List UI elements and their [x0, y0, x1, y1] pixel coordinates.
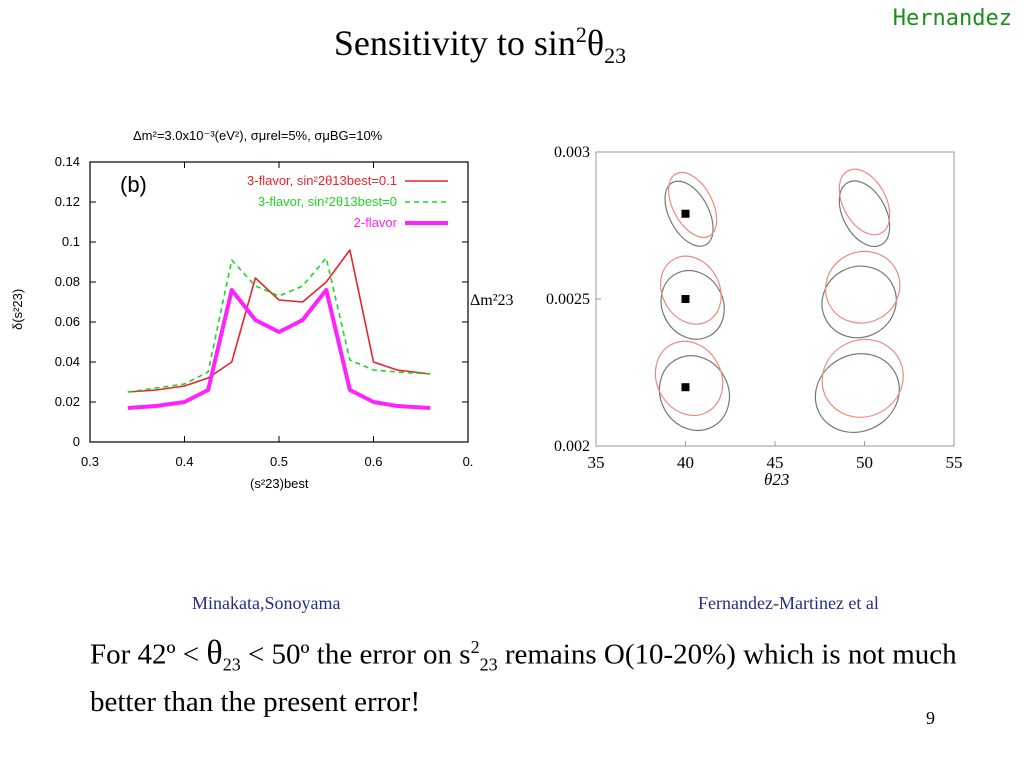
credit-left: Minakata,Sonoyama — [192, 593, 341, 613]
left-ylabel: δ(s²23) — [10, 289, 25, 330]
right-xtick-label: 40 — [677, 453, 694, 472]
right-contour-7 — [838, 180, 891, 248]
left-chart: Δm²=3.0x10⁻³(eV²), σμrel=5%, σμBG=10% 00… — [10, 128, 474, 491]
left-series-line-3 — [127, 288, 431, 410]
left-ytick-label: 0.1 — [62, 234, 80, 249]
left-panel-label: (b) — [120, 172, 147, 197]
left-series-line-1 — [127, 249, 431, 393]
right-contour-12 — [821, 338, 904, 418]
right-ylabel: Δm²23 — [470, 292, 514, 309]
left-series-line-2 — [127, 257, 431, 393]
right-contour-5 — [658, 355, 731, 432]
body-sup2: 2 — [470, 637, 480, 657]
right-best-fit-point-2 — [681, 295, 690, 303]
right-best-fit-point-3 — [681, 383, 690, 392]
right-contour-2 — [668, 171, 718, 239]
body-p1: For 42º < — [90, 638, 207, 671]
left-xtick-label: 0.5 — [270, 454, 288, 469]
right-xtick-label: 35 — [588, 453, 605, 472]
author-name: Hernandez — [892, 6, 1012, 31]
slide-title: Sensitivity to sin2θ23 — [0, 22, 960, 69]
left-xtick-label: 0. — [463, 454, 474, 469]
title-sub: 23 — [604, 43, 627, 69]
right-contour-3 — [660, 270, 725, 340]
right-contour-9 — [821, 265, 897, 339]
title-prefix: Sensitivity to sin — [333, 23, 576, 63]
body-p3: remains O(10-20%) which is not much bett… — [90, 638, 957, 719]
left-xtick-label: 0.6 — [364, 454, 382, 469]
left-legend-label-3: 2-flavor — [354, 215, 398, 230]
left-xtick-label: 0.3 — [81, 454, 99, 469]
left-legend-label-1: 3-flavor, sin²2θ13best=0.1 — [247, 173, 397, 188]
right-contour-10 — [825, 250, 901, 324]
left-xtick-label: 0.4 — [175, 454, 193, 469]
left-ytick-label: 0.12 — [55, 194, 80, 209]
right-xtick-label: 50 — [856, 453, 873, 472]
body-text: For 42º < θ23 < 50º the error on s223 re… — [90, 628, 990, 721]
credit-right: Fernandez-Martinez et al — [698, 593, 879, 613]
right-contour-11 — [814, 353, 900, 433]
body-sub1: 23 — [222, 654, 241, 675]
right-chart: 35 40 45 50 55 0.002 0.0025 0.003 θ23 Δm²23 — [470, 144, 963, 489]
right-contour-6 — [654, 340, 724, 416]
left-ytick-label: 0.14 — [55, 154, 80, 169]
left-ytick-label: 0.08 — [55, 274, 80, 289]
right-xtick-label: 55 — [946, 453, 963, 472]
right-xlabel: θ23 — [764, 470, 789, 489]
left-xlabel: (s²23)best — [250, 476, 309, 491]
left-ytick-label: 0.02 — [55, 394, 80, 409]
left-ytick-label: 0.06 — [55, 314, 80, 329]
page-number: 9 — [926, 708, 935, 728]
body-theta: θ — [206, 634, 223, 672]
right-contour-4 — [660, 255, 722, 325]
right-contour-1 — [664, 180, 714, 247]
right-xtick-label: 45 — [767, 453, 784, 472]
right-ytick-label: 0.002 — [554, 438, 590, 455]
left-legend-label-2: 3-flavor, sin²2θ13best=0 — [258, 194, 397, 209]
right-plot-frame — [595, 151, 955, 447]
left-ytick-label: 0.04 — [55, 354, 80, 369]
left-chart-title: Δm²=3.0x10⁻³(eV²), σμrel=5%, σμBG=10% — [133, 128, 383, 143]
right-ytick-label: 0.0025 — [546, 291, 590, 308]
right-best-fit-point-1 — [681, 209, 690, 218]
left-ytick-label: 0 — [73, 434, 80, 449]
title-theta: θ — [586, 23, 605, 63]
right-contour-8 — [838, 168, 891, 236]
body-sub2: 23 — [479, 654, 498, 675]
right-ytick-label: 0.003 — [554, 144, 590, 161]
body-p2: < 50º the error on s — [240, 638, 471, 671]
title-sup: 2 — [575, 22, 587, 47]
